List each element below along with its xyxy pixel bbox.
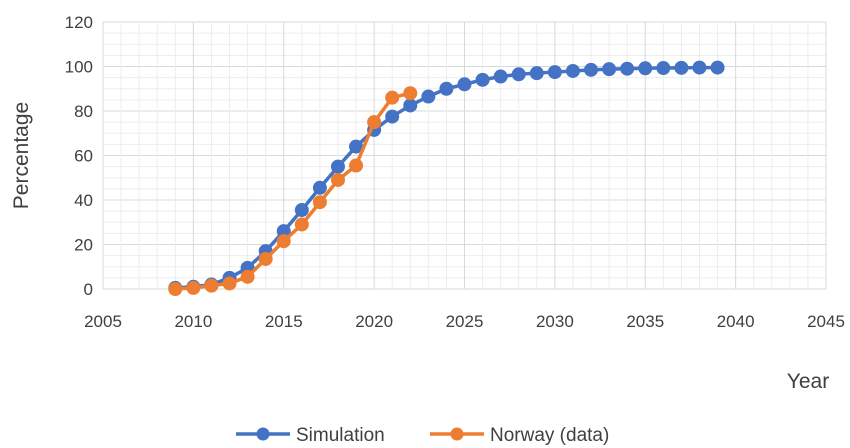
- data-point: [276, 234, 291, 249]
- data-point: [602, 62, 617, 77]
- series-1: [168, 86, 418, 296]
- data-point: [620, 61, 635, 76]
- data-point: [168, 282, 183, 296]
- y-axis-ticks: 0 20 40 60 80 100 120: [65, 13, 93, 299]
- data-point: [367, 115, 382, 130]
- data-point: [457, 77, 472, 92]
- data-point: [294, 217, 309, 232]
- x-tick-label: 2025: [446, 312, 484, 331]
- data-point: [385, 90, 400, 105]
- data-point: [204, 278, 219, 293]
- x-axis-ticks: 2005 2010 2015 2020 2025 2030 2035 2040 2045: [84, 312, 845, 331]
- data-point: [511, 67, 526, 82]
- data-point: [710, 60, 725, 75]
- x-axis-title: Year: [787, 370, 829, 393]
- data-point: [439, 81, 454, 96]
- y-tick-label: 80: [74, 102, 93, 121]
- legend: Simulation Norway (data): [236, 425, 609, 446]
- series-layer: [168, 60, 725, 296]
- data-point: [186, 280, 201, 295]
- data-point: [240, 269, 255, 284]
- y-tick-label: 40: [74, 191, 93, 210]
- data-point: [475, 72, 490, 87]
- x-tick-label: 2030: [536, 312, 574, 331]
- data-point: [565, 63, 580, 78]
- legend-marker: [256, 427, 270, 441]
- data-point: [294, 203, 309, 218]
- data-point: [258, 251, 273, 266]
- data-point: [547, 65, 562, 80]
- y-axis-title: Percentage: [10, 102, 33, 209]
- data-point: [312, 195, 327, 210]
- data-point: [638, 61, 653, 76]
- data-point: [349, 158, 364, 173]
- legend-label: Simulation: [296, 425, 385, 446]
- legend-label: Norway (data): [490, 425, 609, 446]
- y-tick-label: 100: [65, 58, 93, 77]
- y-tick-label: 60: [74, 147, 93, 166]
- data-point: [421, 89, 436, 104]
- y-tick-label: 120: [65, 13, 93, 32]
- x-tick-label: 2035: [626, 312, 664, 331]
- data-point: [330, 172, 345, 187]
- data-point: [674, 60, 689, 75]
- x-tick-label: 2040: [717, 312, 755, 331]
- data-point: [312, 180, 327, 195]
- data-point: [529, 66, 544, 81]
- data-point: [493, 69, 508, 84]
- y-tick-label: 0: [84, 280, 93, 299]
- data-point: [385, 109, 400, 124]
- data-point: [692, 60, 707, 75]
- x-tick-label: 2010: [174, 312, 212, 331]
- x-tick-label: 2005: [84, 312, 122, 331]
- y-tick-label: 20: [74, 236, 93, 255]
- data-point: [330, 159, 345, 174]
- data-point: [403, 98, 418, 113]
- legend-marker: [450, 427, 464, 441]
- data-point: [656, 61, 671, 76]
- x-tick-label: 2045: [807, 312, 845, 331]
- data-point: [222, 276, 237, 291]
- x-tick-label: 2015: [265, 312, 303, 331]
- gridlines: [102, 21, 827, 290]
- data-point: [403, 86, 418, 101]
- x-tick-label: 2020: [355, 312, 393, 331]
- data-point: [584, 62, 599, 77]
